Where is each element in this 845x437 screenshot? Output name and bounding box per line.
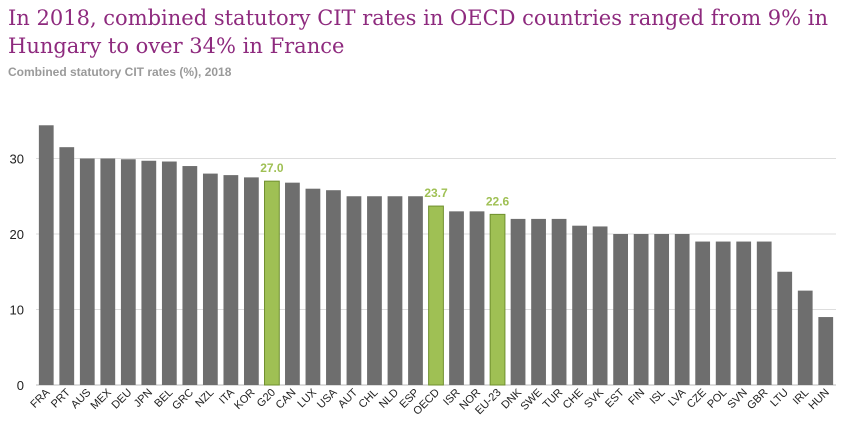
x-tick-label: G20 [255,387,278,410]
x-tick-label: MEX [89,386,115,412]
bar-nld [387,196,403,385]
x-tick-label: NZL [193,387,216,410]
bar-kor [244,177,259,385]
y-tick-label: 0 [17,378,24,393]
bar-lux [305,188,321,385]
bar-isl [654,234,670,385]
x-tick-label: DEU [110,387,135,412]
x-tick-label: CAN [274,387,299,412]
bar-bel [161,161,177,385]
bars [38,125,834,386]
bar-eu-23 [489,213,506,386]
bar-esp [408,196,423,385]
bar-gbr [756,241,772,385]
bar-mex [100,158,116,385]
bar-fra [38,125,54,385]
chart-title: In 2018, combined statutory CIT rates in… [8,6,829,58]
bar-est [613,234,628,385]
x-tick-label: EST [603,386,627,410]
bar-aus [79,158,95,385]
x-tick-label: GRC [170,387,196,413]
bar-svn [736,241,752,385]
bar-deu [120,159,136,385]
data-label-g20: 27.0 [260,161,284,175]
bar-prt [59,147,75,385]
x-tick-label: POL [705,387,729,411]
bar-oecd [428,205,444,386]
x-tick-label: CHE [561,387,586,412]
bar-hun [818,317,834,385]
y-axis-ticks: 0 10 20 30 [10,152,24,394]
x-tick-label: AUT [336,386,360,410]
x-tick-label: PRT [49,386,73,410]
bar-ita [223,175,239,385]
data-label-oecd: 23.7 [424,186,448,200]
bar-svk [592,226,608,385]
x-tick-label: TUR [541,387,566,412]
x-tick-label: LVA [666,386,689,409]
chart-subtitle: Combined statutory CIT rates (%), 2018 [8,65,232,79]
x-tick-label: ISL [648,387,668,407]
bar-isr [449,211,464,385]
y-tick-label: 10 [10,303,24,318]
bar-cze [695,241,711,385]
bar-grc [182,166,198,385]
x-tick-label: JPN [132,387,155,410]
x-tick-label: FRA [28,386,53,411]
bar-nzl [202,173,218,385]
bar-pol [715,241,731,385]
x-tick-label: KOR [232,387,257,412]
bar-jpn [141,160,157,385]
y-tick-label: 30 [10,152,24,167]
x-tick-label: SVK [582,386,607,411]
x-tick-label: NLD [377,387,401,411]
bar-dnk [510,218,526,385]
bar-fin [633,234,649,385]
bar-chl [367,196,382,385]
bar-irl [797,290,813,385]
bar-aut [346,196,362,385]
x-tick-label: SVN [725,387,750,412]
bar-can [285,182,300,385]
bar-nor [469,211,485,385]
x-tick-label: SWE [518,387,544,413]
bar-ltu [777,271,793,385]
x-tick-label: CHL [357,387,381,411]
bar-usa [326,190,341,385]
data-label-eu-23: 22.6 [486,194,510,208]
x-tick-label: HUN [807,387,832,412]
x-tick-label: GBR [745,387,770,412]
bar-swe [531,218,546,385]
y-tick-label: 20 [10,227,24,242]
x-tick-label: LUX [295,386,319,410]
data-labels: 27.0 23.7 22.6 [260,161,509,208]
x-tick-label: USA [315,386,340,411]
x-tick-label: LTU [768,387,791,410]
bar-che [572,225,587,385]
bar-tur [551,218,567,385]
bar-g20 [264,180,280,386]
x-tick-label: AUS [69,387,93,411]
x-tick-label: FIN [626,387,647,408]
bar-lva [674,234,690,385]
x-tick-label: CZE [685,387,709,411]
